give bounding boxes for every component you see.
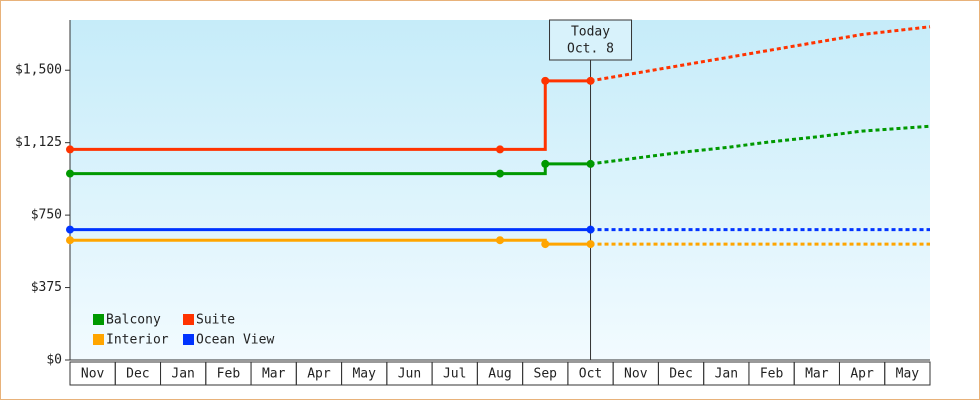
x-tick-box — [884, 361, 931, 386]
x-tick-label: Jul — [443, 367, 466, 382]
legend-label: Ocean View — [196, 333, 274, 348]
legend-label: Interior — [106, 333, 169, 348]
x-tick-label: May — [896, 367, 920, 382]
x-tick-label: Mar — [262, 367, 286, 382]
x-tick-label: Apr — [307, 367, 331, 382]
x-tick-label: Nov — [81, 367, 105, 382]
history-line — [70, 79, 591, 151]
x-tick-label: Dec — [669, 367, 692, 382]
x-tick-label: Apr — [850, 367, 874, 382]
x-tick-label: May — [352, 367, 376, 382]
point — [541, 240, 550, 249]
point — [66, 145, 74, 154]
point — [586, 240, 595, 249]
y-tick-label: $750 — [31, 208, 62, 223]
today-date: Oct. 8 — [567, 42, 614, 57]
point — [66, 169, 74, 178]
legend-swatch — [183, 334, 194, 345]
x-tick-label: Jan — [715, 367, 738, 382]
point — [586, 159, 595, 168]
point — [496, 145, 504, 154]
legend-swatch — [93, 314, 104, 325]
x-tick-label: Sep — [534, 367, 558, 382]
today-box — [549, 19, 633, 61]
x-tick-label: Dec — [126, 367, 149, 382]
legend-swatch — [183, 314, 194, 325]
y-tick-label: $0 — [46, 353, 62, 368]
point — [66, 236, 74, 245]
point — [586, 225, 595, 234]
point — [541, 159, 550, 168]
x-tick-label: Nov — [624, 367, 648, 382]
x-tick-label: Jan — [171, 367, 194, 382]
x-tick-label: Oct — [579, 367, 602, 382]
today-label: Today — [571, 25, 610, 40]
x-tick-label: Mar — [805, 367, 829, 382]
plot-area — [70, 20, 930, 360]
point — [496, 236, 504, 245]
x-tick-label: Feb — [760, 367, 784, 382]
forecast-line — [590, 25, 931, 83]
point — [541, 76, 550, 85]
x-tick-label: Jun — [398, 367, 421, 382]
legend-label: Balcony — [106, 313, 161, 328]
y-tick-label: $1,125 — [15, 135, 62, 150]
x-tick-label: Feb — [217, 367, 241, 382]
legend-swatch — [93, 334, 104, 345]
history-line — [70, 162, 591, 176]
y-tick-label: $375 — [31, 280, 62, 295]
point — [586, 76, 595, 85]
point — [66, 225, 74, 234]
y-tick-label: $1,500 — [15, 63, 62, 78]
point — [496, 169, 504, 178]
legend-label: Suite — [196, 313, 235, 328]
x-tick-label: Aug — [488, 367, 511, 382]
